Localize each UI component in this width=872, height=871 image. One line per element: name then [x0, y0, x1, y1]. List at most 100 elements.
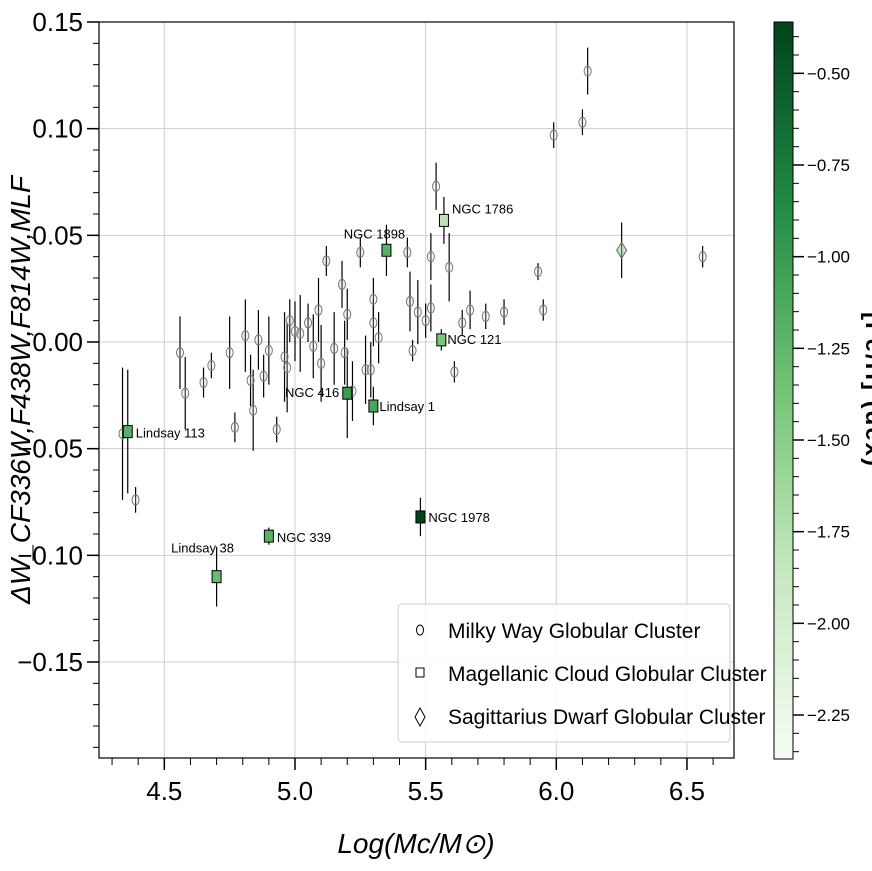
colorbar-tick-label: −1.25 — [807, 339, 850, 358]
milky-way-point — [246, 374, 255, 386]
point-label: NGC 121 — [447, 332, 501, 347]
milky-way-point — [176, 347, 185, 359]
milky-way-point — [374, 332, 383, 344]
milky-way-point — [466, 304, 475, 316]
colorbar — [773, 21, 794, 760]
y-tick-label: −0.05 — [17, 434, 83, 464]
error-bars — [121, 47, 704, 607]
magellanic-point — [263, 529, 274, 543]
milky-way-point — [445, 261, 454, 273]
milky-way-point — [450, 366, 459, 378]
milky-way-point — [317, 357, 326, 369]
point-label: NGC 1898 — [344, 226, 405, 241]
point-label: Lindsay 1 — [379, 399, 435, 414]
legend-box — [397, 603, 731, 743]
legend-label-magellanic: Magellanic Cloud Globular Cluster — [448, 663, 767, 686]
point-label: NGC 1978 — [428, 510, 489, 525]
milky-way-point — [426, 302, 435, 314]
x-tick-label: 5.5 — [408, 776, 444, 806]
milky-way-point — [500, 306, 509, 318]
milky-way-point — [285, 315, 294, 327]
milky-way-point — [369, 293, 378, 305]
milky-way-point — [432, 180, 441, 192]
milky-way-point — [314, 304, 323, 316]
milky-way-point — [249, 404, 258, 416]
y-tick-label: 0.00 — [32, 327, 83, 357]
legend-circle-icon — [416, 624, 424, 636]
x-tick-label: 4.5 — [146, 776, 182, 806]
milky-way-point — [340, 347, 349, 359]
milky-way-point — [199, 377, 208, 389]
magellanic-point — [211, 570, 222, 584]
y-tick-label: 0.05 — [32, 220, 83, 250]
data-markers — [118, 65, 707, 584]
y-tick-label: 0.10 — [32, 114, 83, 144]
milky-way-point — [408, 345, 417, 357]
milky-way-point — [403, 246, 412, 258]
colorbar-ticks: −0.50 −0.75 −1.00 −1.25 −1.50 −1.75 −2.00 −2.25 — [793, 36, 850, 753]
point-label: Lindsay 38 — [171, 541, 234, 556]
point-label: NGC 1786 — [452, 201, 513, 216]
milky-way-point — [366, 364, 375, 376]
milky-way-point — [304, 317, 313, 329]
milky-way-point — [309, 340, 318, 352]
milky-way-point — [296, 327, 305, 339]
milky-way-point — [421, 315, 430, 327]
y-axis-title: ΔW_CF336W,F438W,F814W,MLF — [5, 174, 36, 605]
milky-way-point — [264, 345, 273, 357]
legend: Milky Way Globular Cluster Magellanic Cl… — [397, 603, 767, 743]
milky-way-point — [181, 387, 190, 399]
colorbar-tick-label: −1.00 — [807, 248, 850, 267]
milky-way-point — [578, 116, 587, 128]
milky-way-point — [356, 246, 365, 258]
x-tick-label: 5.0 — [277, 776, 313, 806]
magellanic-point — [381, 243, 392, 257]
legend-label-sagittarius: Sagittarius Dwarf Globular Cluster — [448, 706, 765, 729]
colorbar-tick-label: −1.75 — [807, 523, 850, 542]
legend-square-icon — [415, 667, 425, 678]
colorbar-title: [Fe/H] (dex) — [860, 312, 872, 468]
milky-way-point — [539, 304, 548, 316]
legend-diamond-icon — [414, 706, 426, 728]
point-label: NGC 339 — [277, 530, 331, 545]
y-tick-label: −0.10 — [17, 540, 83, 570]
milky-way-point — [330, 342, 339, 354]
x-tick-label: 6.5 — [669, 776, 705, 806]
milky-way-point — [230, 421, 239, 433]
x-axis-title: Log(Mc/M⊙) — [337, 828, 494, 859]
milky-way-point — [549, 129, 558, 141]
milky-way-point — [322, 255, 331, 267]
magellanic-point — [438, 213, 449, 227]
magellanic-point — [342, 386, 353, 400]
milky-way-point — [534, 266, 543, 278]
milky-way-point — [343, 308, 352, 320]
milky-way-point — [426, 251, 435, 263]
magellanic-point — [436, 333, 447, 347]
milky-way-point — [369, 317, 378, 329]
milky-way-point — [413, 306, 422, 318]
milky-way-point — [272, 423, 281, 435]
point-label: Lindsay 113 — [136, 426, 205, 441]
milky-way-point — [241, 330, 250, 342]
plot-frame — [98, 21, 735, 759]
milky-way-point — [131, 494, 140, 506]
y-tick-label: 0.15 — [32, 7, 83, 37]
milky-way-point — [458, 317, 467, 329]
milky-way-point — [259, 370, 268, 382]
x-axis-ticks: 4.5 5.0 5.5 6.0 6.5 — [111, 758, 714, 806]
colorbar-tick-label: −0.75 — [807, 156, 850, 175]
magellanic-point — [122, 425, 133, 439]
milky-way-point — [583, 65, 592, 77]
colorbar-tick-label: −2.00 — [807, 614, 850, 633]
milky-way-point — [481, 310, 490, 322]
magellanic-point — [415, 510, 426, 524]
legend-label-milky-way: Milky Way Globular Cluster — [448, 620, 700, 643]
milky-way-point — [698, 251, 707, 263]
milky-way-point — [405, 295, 414, 307]
x-tick-label: 6.0 — [538, 776, 574, 806]
y-tick-label: −0.15 — [17, 647, 83, 677]
milky-way-point — [225, 347, 234, 359]
point-annotations: Lindsay 113 Lindsay 38 NGC 339 NGC 416 Linds… — [136, 201, 514, 555]
colorbar-tick-label: −0.50 — [807, 64, 850, 83]
